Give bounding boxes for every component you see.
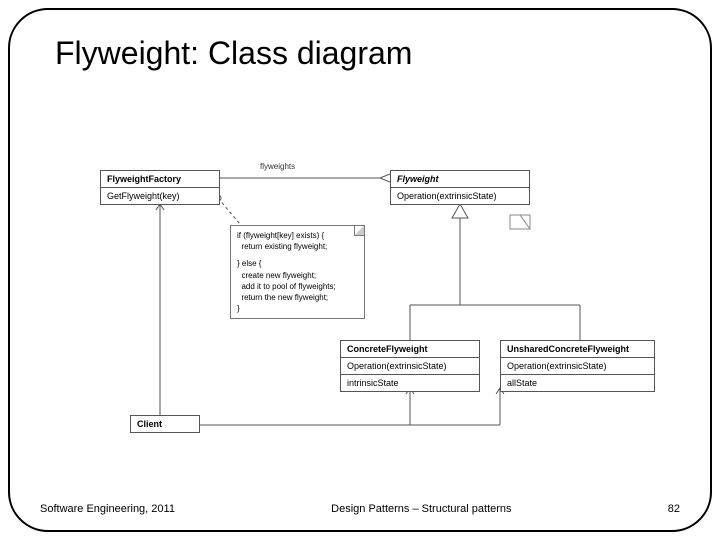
note-line: create new flyweight;: [237, 270, 358, 281]
class-operation: Operation(extrinsicState): [501, 358, 654, 375]
uml-diagram: flyweights FlyweightFactory GetFlyweight…: [90, 140, 650, 470]
class-operation: Operation(extrinsicState): [391, 188, 529, 204]
association-label: flyweights: [260, 162, 295, 171]
footer-page-number: 82: [668, 503, 680, 515]
note-line: return the new flyweight;: [237, 292, 358, 303]
footer-center: Design Patterns – Structural patterns: [331, 503, 511, 515]
note-line: }: [237, 303, 358, 314]
note-line: if (flyweight[key] exists) {: [237, 230, 358, 241]
class-client: Client: [130, 415, 200, 433]
class-attribute: allState: [501, 375, 654, 391]
slide-footer: Software Engineering, 2011 Design Patter…: [40, 503, 680, 515]
class-operation: GetFlyweight(key): [101, 188, 219, 204]
class-flyweight: Flyweight Operation(extrinsicState): [390, 170, 530, 205]
class-name: Flyweight: [391, 171, 529, 188]
class-operation: Operation(extrinsicState): [341, 358, 479, 375]
class-name: UnsharedConcreteFlyweight: [501, 341, 654, 358]
class-flyweight-factory: FlyweightFactory GetFlyweight(key): [100, 170, 220, 205]
class-name: FlyweightFactory: [101, 171, 219, 188]
class-attribute: intrinsicState: [341, 375, 479, 391]
class-unshared-concrete-flyweight: UnsharedConcreteFlyweight Operation(extr…: [500, 340, 655, 392]
footer-left: Software Engineering, 2011: [40, 503, 175, 515]
slide-title: Flyweight: Class diagram: [55, 35, 412, 72]
note-line: add it to pool of flyweights;: [237, 281, 358, 292]
class-name: Client: [131, 416, 199, 432]
uml-note: if (flyweight[key] exists) { return exis…: [230, 225, 365, 319]
note-line: } else {: [237, 258, 358, 269]
note-line: return existing flyweight;: [237, 241, 358, 252]
class-name: ConcreteFlyweight: [341, 341, 479, 358]
note-fold-icon: [354, 226, 364, 236]
class-concrete-flyweight: ConcreteFlyweight Operation(extrinsicSta…: [340, 340, 480, 392]
